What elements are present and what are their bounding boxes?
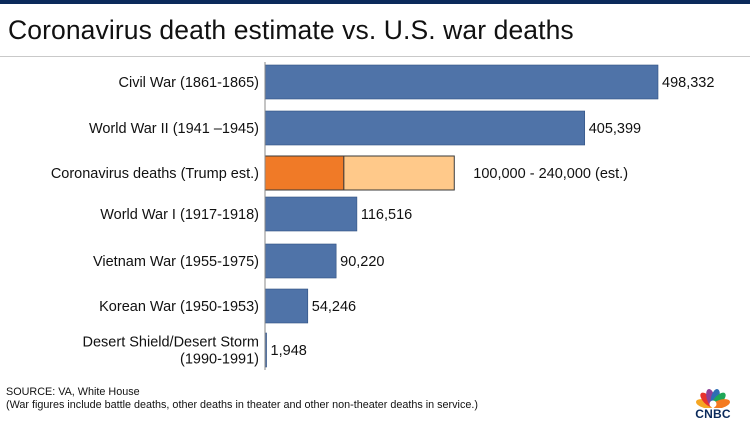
value-label: 498,332 xyxy=(662,75,714,91)
bar xyxy=(264,110,586,146)
category-label: Coronavirus deaths (Trump est.) xyxy=(51,166,259,182)
bar-chart: Civil War (1861-1865) 498,332 World War II… xyxy=(51,62,714,370)
bar xyxy=(264,64,659,100)
chart-title: Coronavirus death estimate vs. U.S. war … xyxy=(8,15,574,45)
value-label: 90,220 xyxy=(340,254,384,270)
source-note: SOURCE: VA, White House (War figures inc… xyxy=(6,386,478,412)
peacock-feather xyxy=(712,399,730,409)
category-label: World War I (1917-1918) xyxy=(100,207,259,223)
peacock-icon xyxy=(696,389,730,409)
bar xyxy=(264,196,358,232)
category-label: Vietnam War (1955-1975) xyxy=(93,254,259,270)
source-footnote: (War figures include battle deaths, othe… xyxy=(6,399,478,411)
value-label: 405,399 xyxy=(589,121,641,137)
bar xyxy=(264,243,337,279)
source-line: SOURCE: VA, White House xyxy=(6,386,140,398)
value-label: 116,516 xyxy=(361,207,412,223)
value-label: 100,000 - 240,000 (est.) xyxy=(473,166,628,182)
category-label: World War II (1941 –1945) xyxy=(89,121,259,137)
value-label: 1,948 xyxy=(271,343,307,359)
bar-estimate-range xyxy=(343,155,455,191)
bar-estimate-low xyxy=(264,155,345,191)
category-label: Desert Shield/Desert Storm (1990-1991) xyxy=(83,335,259,368)
top-accent-rule xyxy=(0,0,750,4)
category-label: Korean War (1950-1953) xyxy=(99,299,259,315)
category-label: Civil War (1861-1865) xyxy=(119,75,259,91)
cnbc-logo: CNBC xyxy=(682,380,744,421)
title-divider xyxy=(0,56,750,57)
peacock-body xyxy=(709,400,717,408)
value-label: 54,246 xyxy=(312,299,356,315)
bar xyxy=(264,288,309,324)
cnbc-wordmark: CNBC xyxy=(695,407,731,421)
